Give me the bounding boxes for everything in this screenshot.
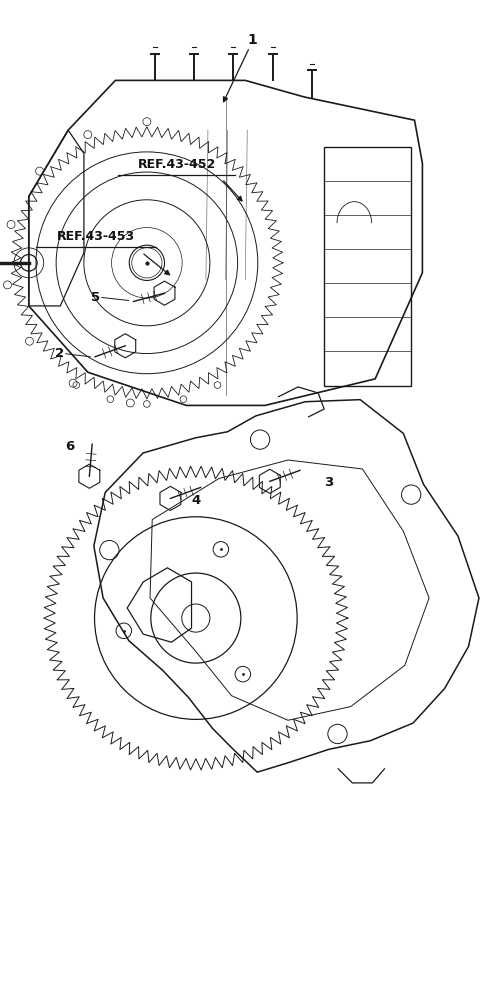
Text: 1: 1 xyxy=(247,33,257,47)
Text: 6: 6 xyxy=(65,440,74,452)
Bar xyxy=(324,147,410,386)
Text: 5: 5 xyxy=(91,291,101,304)
Text: REF.43-453: REF.43-453 xyxy=(57,230,135,243)
Text: 4: 4 xyxy=(191,494,201,507)
Text: 3: 3 xyxy=(324,476,334,488)
Text: 2: 2 xyxy=(55,348,65,360)
Text: REF.43-452: REF.43-452 xyxy=(137,158,216,171)
